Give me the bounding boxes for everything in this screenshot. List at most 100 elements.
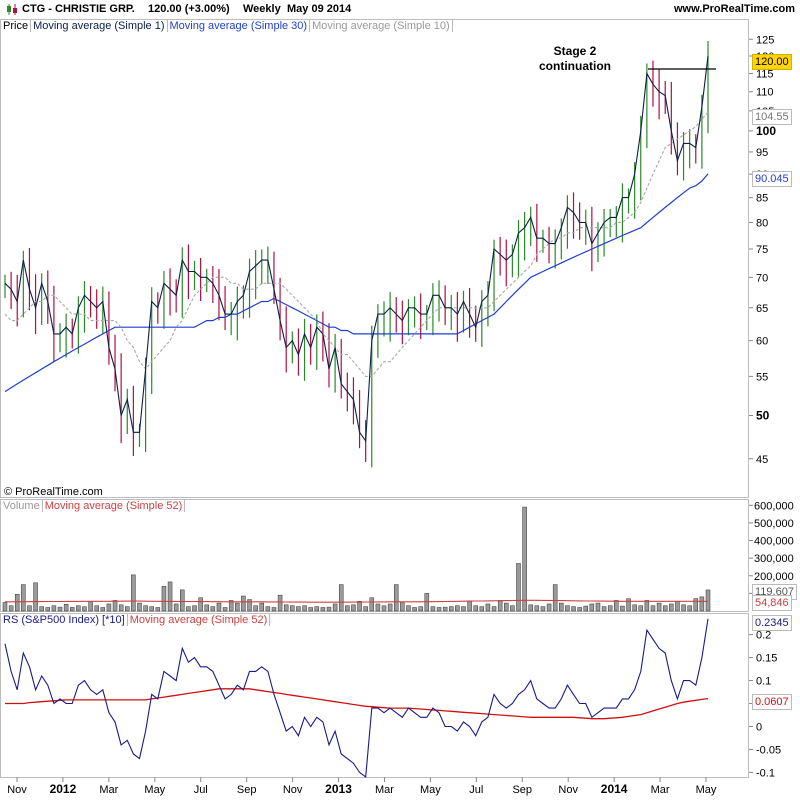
volume-bar — [155, 607, 161, 612]
volume-bar — [235, 602, 240, 612]
volume-bar — [369, 597, 375, 612]
volume-bar — [461, 606, 466, 612]
volume-bar — [338, 584, 344, 612]
rs-legend: RS (S&P500 Index) [*10] Moving average (S… — [1, 614, 271, 626]
volume-ma-tag: 54,846 — [752, 595, 792, 611]
legend-entry[interactable]: Moving average (Simple 30) — [167, 20, 311, 32]
rs-panel-frame — [0, 613, 749, 778]
volume-bar — [277, 594, 283, 612]
volume-bar — [479, 606, 485, 612]
volume-bar — [51, 605, 57, 612]
volume-bars — [2, 506, 711, 612]
rs-tick-label: 0.2 — [756, 630, 771, 642]
ma30-tag: 90.045 — [752, 171, 792, 187]
volume-bar — [241, 595, 246, 612]
volume-bar — [296, 606, 301, 612]
volume-bar — [14, 594, 20, 612]
volume-bar — [559, 602, 564, 612]
rs-ma-line — [5, 688, 709, 720]
volume-tick-label: 600,000 — [754, 500, 794, 512]
price-tick-label: 110 — [756, 87, 774, 99]
price-tick-label: 50 — [756, 409, 770, 423]
rs-tick-label: -0.1 — [756, 767, 775, 779]
volume-bar — [21, 584, 26, 612]
volume-bar — [632, 604, 637, 612]
volume-bar — [149, 606, 154, 612]
legend-entry[interactable]: Volume — [1, 500, 43, 512]
price-tick-label: 60 — [756, 336, 768, 348]
header-website[interactable]: www.ProRealTime.com — [674, 3, 796, 15]
volume-bar — [173, 603, 179, 612]
header-quote: 120.00 (+3.00%) — [148, 3, 230, 15]
volume-bar — [33, 582, 38, 612]
volume-bar — [485, 603, 491, 612]
legend-entry[interactable]: Moving average (Simple 52) — [127, 614, 271, 626]
volume-bar — [669, 603, 674, 612]
volume-bar — [442, 606, 448, 612]
volume-bar — [186, 606, 191, 612]
price-tick-label: 95 — [756, 147, 768, 159]
legend-entry[interactable]: RS (S&P500 Index) [*10] — [1, 614, 128, 626]
volume-bar — [131, 574, 136, 612]
price-tick-label: 55 — [756, 371, 768, 383]
volume-bar — [656, 602, 662, 612]
rs-tick-label: 0 — [756, 721, 762, 733]
legend-entry[interactable]: Price — [1, 20, 32, 32]
volume-bar — [473, 605, 478, 612]
volume-bar — [161, 586, 167, 612]
volume-bar — [345, 605, 350, 612]
volume-bar — [620, 605, 625, 612]
volume-bar — [583, 605, 588, 612]
volume-legend: Volume Moving average (Simple 52) — [1, 500, 186, 512]
price-legend: Price Moving average (Simple 1) Moving ave… — [1, 20, 453, 32]
x-axis: Nov 2012 Mar May Jul Sep Nov 2013 Mar May Jul Sep No… — [7, 777, 717, 796]
volume-bar — [528, 604, 533, 612]
rs-tick-label: 0.1 — [756, 676, 771, 688]
x-tick-label: Mar — [375, 784, 394, 796]
rs-lines — [4, 618, 709, 779]
volume-bar — [455, 605, 460, 612]
volume-bar — [400, 601, 405, 612]
volume-bar — [308, 607, 313, 612]
volume-tick-label: 200,000 — [754, 571, 794, 583]
x-tick-label: 2014 — [601, 782, 628, 796]
volume-bar — [253, 605, 258, 612]
volume-bar — [320, 607, 326, 612]
volume-bar — [607, 605, 613, 612]
volume-bar — [106, 603, 112, 612]
volume-bar — [39, 606, 44, 612]
volume-bar — [2, 602, 8, 612]
volume-bar — [314, 606, 320, 612]
volume-bar — [100, 607, 106, 612]
legend-entry[interactable]: Moving average (Simple 1) — [31, 20, 168, 32]
volume-bar — [363, 606, 368, 612]
volume-bar — [638, 605, 644, 612]
volume-bar — [259, 602, 264, 612]
volume-bar — [375, 603, 381, 612]
legend-entry[interactable]: Moving average (Simple 52) — [42, 500, 186, 512]
volume-bar — [412, 607, 417, 612]
copyright: © ProRealTime.com — [4, 486, 103, 498]
header-symbol: CTG - CHRISTIE GRP. — [22, 3, 135, 15]
price-tick-label: 85 — [756, 193, 768, 205]
x-tick-label: Nov — [283, 784, 303, 796]
x-tick-label: Nov — [558, 784, 578, 796]
volume-tick-label: 500,000 — [754, 518, 794, 530]
price-tick-label: 70 — [756, 272, 768, 284]
legend-entry[interactable]: Moving average (Simple 10) — [310, 20, 453, 32]
volume-bar — [228, 600, 234, 612]
volume-bar — [393, 584, 399, 612]
volume-bar — [699, 596, 705, 612]
price-tick-label: 115 — [756, 68, 774, 80]
price-tick-label: 45 — [756, 454, 768, 466]
volume-bar — [546, 603, 552, 612]
volume-bar — [198, 597, 203, 612]
volume-bar — [118, 604, 124, 612]
price-tick-label: 80 — [756, 218, 768, 230]
x-tick-label: May — [696, 784, 717, 796]
x-tick-label: May — [420, 784, 441, 796]
volume-bar — [681, 604, 686, 612]
price-tick-label: 100 — [756, 124, 776, 138]
volume-bar — [449, 606, 454, 612]
